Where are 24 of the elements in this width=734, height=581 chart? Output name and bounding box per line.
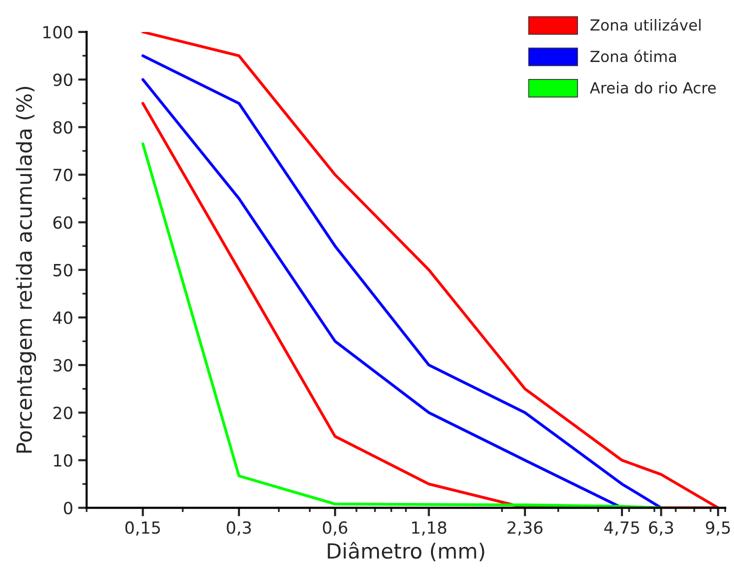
y-tick-label: 30: [53, 359, 72, 372]
x-tick-label: 0,6: [322, 521, 348, 536]
y-tick-label: 80: [53, 121, 72, 134]
x-tick-label: 2,36: [508, 521, 542, 536]
y-tick-label: 60: [53, 216, 72, 229]
y-tick-label: 70: [54, 168, 72, 182]
y-tick-label: 100: [43, 26, 72, 39]
x-tick-label: 4,75: [604, 522, 640, 536]
legend-label: Zona utilizável: [590, 18, 701, 31]
legend-label: Areia do rio Acre: [590, 82, 716, 94]
y-tick-label: 90: [53, 74, 72, 86]
y-tick-label: 0: [64, 502, 72, 514]
y-tick-label: 10: [54, 454, 72, 467]
y-tick-label: 40: [53, 311, 72, 324]
x-tick-label: 0,15: [125, 521, 160, 536]
x-tick-label: 0,3: [226, 521, 251, 536]
y-tick-label: 50: [53, 264, 72, 276]
x-tick-label: 1,18: [412, 521, 446, 536]
y-axis-title: Porcentagem retida acumulada (%): [16, 86, 36, 453]
y-tick-label: 20: [53, 406, 72, 420]
x-tick-label: 6,3: [649, 521, 674, 536]
legend-label: Zona ótima: [590, 50, 676, 62]
x-tick-label: 9,5: [706, 521, 730, 536]
x-axis-title: Diâmetro (mm): [328, 542, 484, 562]
